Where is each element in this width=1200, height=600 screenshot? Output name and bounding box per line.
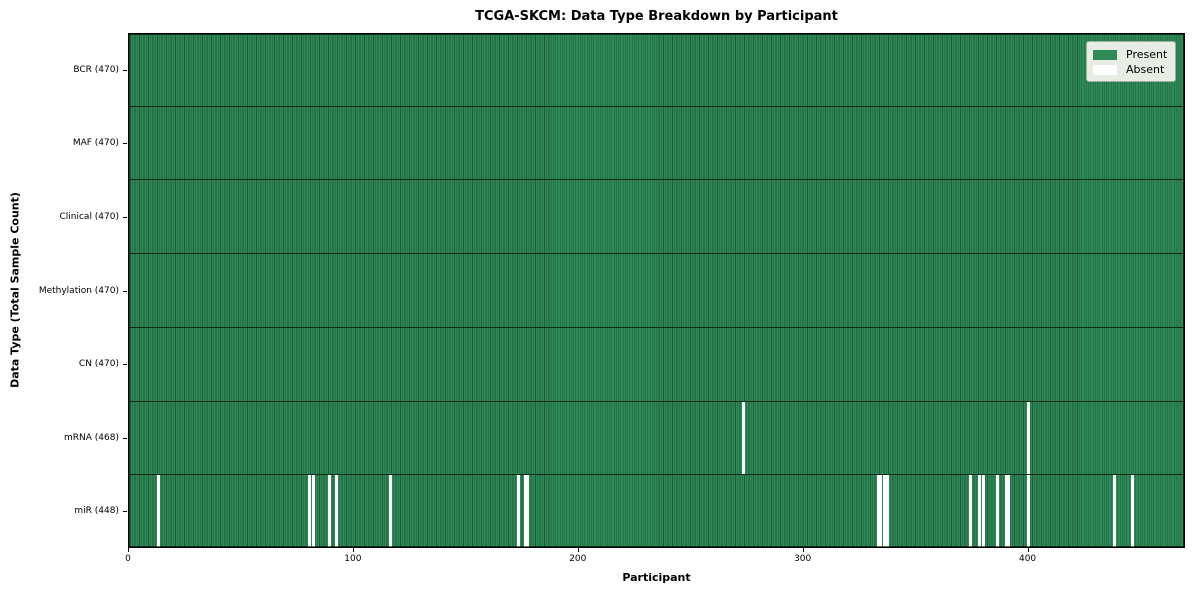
absent-cell [982, 475, 986, 549]
heatmap-row-cn [128, 326, 1185, 401]
x-tick-label: 300 [794, 554, 812, 564]
absent-cell [1112, 475, 1116, 549]
absent-cell [968, 475, 972, 549]
legend: Present Absent [1086, 41, 1176, 82]
absent-cell [307, 475, 311, 549]
x-tick-mark [577, 548, 579, 552]
legend-swatch-absent [1093, 64, 1117, 75]
absent-cell [741, 401, 745, 475]
absent-cell [995, 475, 999, 549]
heatmap-row-maf [128, 105, 1185, 180]
absent-cell [327, 475, 331, 549]
y-tick-label: mRNA (468) [64, 432, 119, 443]
legend-label: Absent [1126, 63, 1165, 76]
x-tick-label: 100 [344, 554, 362, 564]
y-tick-label: CN (470) [78, 359, 119, 370]
absent-cell [516, 475, 520, 549]
x-tick-label: 0 [125, 554, 131, 564]
legend-item-present: Present [1093, 47, 1169, 62]
y-tick-mark [123, 437, 127, 439]
legend-item-absent: Absent [1093, 62, 1169, 77]
y-tick-mark [123, 69, 127, 71]
plot-area: Present Absent [128, 33, 1185, 549]
absent-cell [883, 475, 887, 549]
absent-cell [523, 475, 527, 549]
absent-cell [312, 475, 316, 549]
absent-cell [977, 475, 981, 549]
x-tick-label: 200 [569, 554, 587, 564]
absent-cell [388, 475, 392, 549]
x-tick-mark [352, 548, 354, 552]
heatmap-row-mir [128, 474, 1185, 549]
absent-cell [1130, 475, 1134, 549]
absent-cell [1007, 475, 1011, 549]
absent-cell [334, 475, 338, 549]
y-tick-label: MAF (470) [72, 138, 119, 149]
absent-cell [878, 475, 882, 549]
y-tick-mark [123, 143, 127, 145]
absent-cell [1027, 475, 1031, 549]
y-tick-mark [123, 511, 127, 513]
absent-cell [525, 475, 529, 549]
chart-title: TCGA-SKCM: Data Type Breakdown by Partic… [475, 9, 838, 24]
legend-label: Present [1126, 48, 1168, 61]
x-axis-label: Participant [622, 571, 691, 584]
y-tick-mark [123, 290, 127, 292]
x-tick-mark [128, 548, 129, 552]
absent-cell [156, 475, 160, 549]
x-tick-mark [1027, 548, 1029, 552]
y-tick-label: BCR (470) [73, 64, 119, 75]
absent-cell [1027, 401, 1031, 475]
heatmap-row-clinical [128, 179, 1185, 254]
heatmap-row-methylation [128, 253, 1185, 327]
y-tick-label: miR (448) [74, 506, 119, 517]
y-tick-label: Methylation (470) [38, 285, 119, 296]
absent-cell [876, 475, 880, 549]
absent-cell [885, 475, 889, 549]
absent-cell [1004, 475, 1008, 549]
heatmap-row-bcr [128, 33, 1185, 106]
y-tick-mark [123, 216, 127, 218]
legend-swatch-present [1093, 49, 1117, 60]
y-tick-label: Clinical (470) [59, 211, 119, 222]
heatmap-row-mrna [128, 400, 1185, 475]
x-tick-mark [802, 548, 804, 552]
y-tick-mark [123, 364, 127, 366]
x-tick-label: 400 [1018, 554, 1037, 564]
